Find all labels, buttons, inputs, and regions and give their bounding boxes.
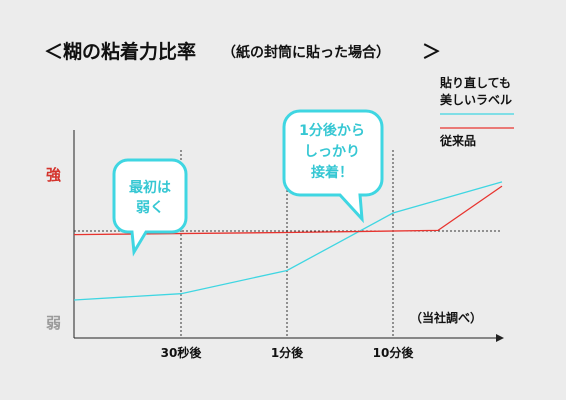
legend-label: 貼り直しても (440, 75, 511, 90)
source-note: （当社調べ） (410, 310, 482, 325)
callout-text: 接着！ (311, 164, 353, 181)
callout-text: 最初は (129, 179, 171, 196)
y-label-weak: 弱 (46, 314, 61, 332)
x-axis-arrow-icon (496, 334, 504, 342)
legend-label: 美しいラベル (440, 92, 512, 107)
series-line-conventional (73, 185, 503, 236)
legend-label: 従来品 (439, 133, 476, 148)
x-tick-label: 10分後 (373, 345, 415, 360)
callout-weak-start: 最初は 弱く (112, 158, 188, 257)
chart-title-end: ＞ (422, 41, 441, 63)
x-tick-label: 1分後 (271, 345, 304, 360)
callout-text: しっかり (304, 144, 360, 160)
callout-bubble (282, 109, 384, 224)
callout-strong-after: 1分後から しっかり 接着！ (282, 109, 384, 224)
y-label-strong: 強 (46, 166, 61, 184)
legend: 貼り直しても 美しいラベル 従来品 (439, 75, 514, 148)
x-tick-label: 30秒後 (161, 345, 203, 360)
series-line-new-label (73, 181, 503, 301)
callout-text: 1分後から (299, 122, 365, 139)
chart-title: ＜糊の粘着力比率 (44, 40, 196, 63)
chart-subtitle: （紙の封筒に貼った場合） (222, 44, 390, 61)
callout-text: 弱く (136, 200, 164, 216)
callout-bubble (112, 158, 188, 257)
